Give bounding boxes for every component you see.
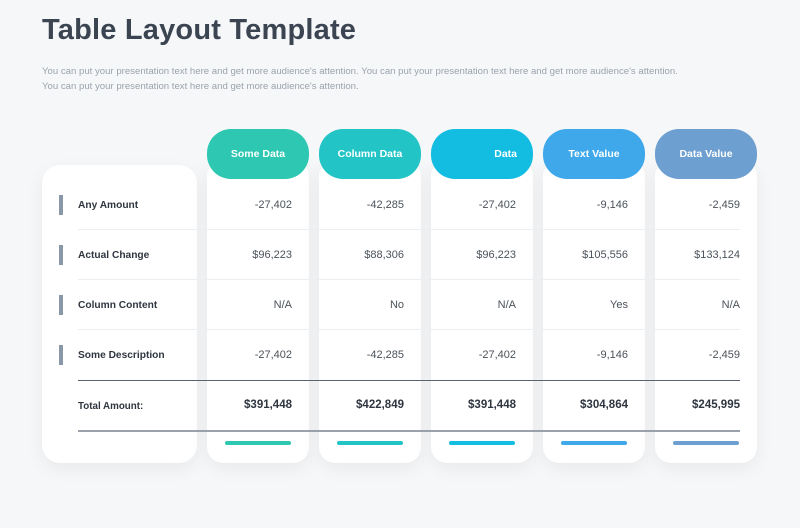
table-cell: -42,285 <box>366 199 404 211</box>
table-cell: $88,306 <box>364 249 404 261</box>
total-value: $391,448 <box>244 399 292 411</box>
row-labels-panel <box>42 165 197 463</box>
column-accent-bar <box>225 441 291 445</box>
table-cell: -2,459 <box>708 199 740 211</box>
total-value: $422,849 <box>356 399 404 411</box>
column-card-2 <box>319 160 421 463</box>
page-title: Table Layout Template <box>42 14 357 46</box>
table-cell: -9,146 <box>596 199 628 211</box>
row-marker <box>59 295 63 315</box>
column-accent-bar <box>561 441 627 445</box>
table-cell: N/A <box>273 299 292 311</box>
row-label-actual-change: Actual Change <box>78 250 150 261</box>
table-cell: No <box>389 299 404 311</box>
total-value: $391,448 <box>468 399 516 411</box>
column-header-data-value: Data Value <box>655 129 757 179</box>
column-card-5 <box>655 160 757 463</box>
column-card-3 <box>431 160 533 463</box>
total-label: Total Amount: <box>78 401 144 412</box>
table-cell: N/A <box>497 299 516 311</box>
table-cell: -2,459 <box>708 349 740 361</box>
table-cell: -27,402 <box>254 199 292 211</box>
row-marker <box>59 245 63 265</box>
total-value: $245,995 <box>692 399 740 411</box>
row-label-some-description: Some Description <box>78 350 165 361</box>
row-label-any-amount: Any Amount <box>78 200 139 211</box>
table-cell: $96,223 <box>252 249 292 261</box>
column-header-text-value: Text Value <box>543 129 645 179</box>
column-card-1 <box>207 160 309 463</box>
table-cell: $133,124 <box>694 249 740 261</box>
total-divider <box>78 380 740 381</box>
table-cell: $96,223 <box>476 249 516 261</box>
table-cell: -42,285 <box>366 349 404 361</box>
row-label-column-content: Column Content <box>78 300 158 311</box>
table-cell: $105,556 <box>582 249 628 261</box>
table-cell: -27,402 <box>254 349 292 361</box>
table-bottom-rule <box>78 430 740 432</box>
total-value: $304,864 <box>580 399 628 411</box>
row-divider <box>78 329 740 330</box>
table-cell: -9,146 <box>596 349 628 361</box>
row-marker <box>59 345 63 365</box>
table-cell: Yes <box>610 299 628 311</box>
column-accent-bar <box>337 441 403 445</box>
column-card-4 <box>543 160 645 463</box>
table-cell: -27,402 <box>478 349 516 361</box>
table-cell: -27,402 <box>478 199 516 211</box>
row-marker <box>59 195 63 215</box>
row-divider <box>78 229 740 230</box>
column-accent-bar <box>449 441 515 445</box>
page-subtitle: You can put your presentation text here … <box>42 66 678 92</box>
row-divider <box>78 279 740 280</box>
column-header-data: Data <box>431 129 533 179</box>
table-cell: N/A <box>721 299 740 311</box>
column-header-some-data: Some Data <box>207 129 309 179</box>
column-header-column-data: Column Data <box>319 129 421 179</box>
column-accent-bar <box>673 441 739 445</box>
